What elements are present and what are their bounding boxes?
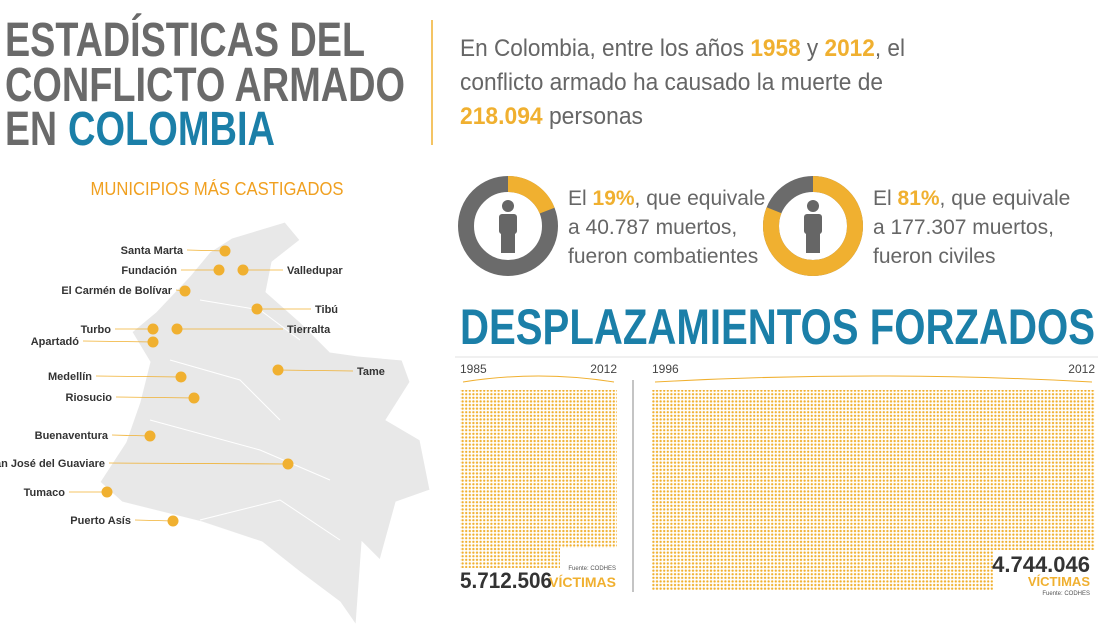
title-line: EN: [5, 103, 57, 156]
intro-highlight: 2012: [825, 35, 875, 62]
year-end: 2012: [1068, 362, 1095, 376]
source: Fuente: CODHES: [1042, 591, 1090, 597]
municipality-dot: [101, 486, 113, 498]
stat-prefix: El: [568, 187, 593, 210]
municipality-label: Medellín: [48, 371, 92, 383]
stat-line: El 19%, que equivale: [568, 187, 765, 210]
leader-line: [115, 396, 195, 399]
intro-highlight: 1958: [750, 35, 800, 62]
donut-segment: [763, 176, 863, 276]
municipality-dot: [179, 285, 191, 297]
stat-line: a 177.307 muertos,: [873, 216, 1054, 239]
municipality-label: Tierralta: [287, 324, 331, 336]
timeline-arc: [654, 375, 1093, 383]
municipality-label: El Carmén de Bolívar: [61, 285, 172, 297]
leader-line: [82, 340, 154, 343]
person-icon: [499, 200, 517, 253]
municipality-dot: [272, 364, 284, 376]
stat-line: fueron civiles: [873, 245, 996, 268]
unit: VÍCTIMAS: [549, 574, 616, 590]
municipality-label: Turbo: [81, 324, 112, 336]
intro-line: En Colombia, entre los años 1958 y 2012,…: [460, 35, 905, 62]
municipality-dot: [144, 430, 156, 442]
municipality-label: Puerto Asís: [70, 515, 131, 527]
icon-body: [804, 214, 822, 234]
unit: VÍCTIMAS: [1028, 574, 1090, 589]
municipality-dot: [147, 323, 159, 335]
intro-text: En Colombia, entre los años: [460, 35, 750, 62]
leader-line: [95, 375, 182, 378]
municipality-dot: [188, 392, 200, 404]
total: 5.712.506: [460, 568, 552, 593]
stat-line: a 40.787 muertos,: [568, 216, 737, 239]
total: 4.744.046: [992, 552, 1090, 577]
municipality-label: San José del Guaviare: [0, 458, 105, 470]
municipality-dot: [219, 245, 231, 257]
municipality-label: Buenaventura: [35, 430, 109, 442]
leader-line: [277, 369, 354, 372]
municipality-dot: [147, 336, 159, 348]
leader-line: [134, 519, 174, 522]
municipality-label: Tibú: [315, 304, 338, 316]
municipality-dot: [251, 303, 263, 315]
label-box: [993, 550, 1099, 596]
intro-line: 218.094 personas: [460, 103, 643, 130]
icon-body: [499, 214, 517, 234]
municipality-label: Riosucio: [66, 392, 113, 404]
municipality-dot: [175, 371, 187, 383]
municipality-dot: [167, 515, 179, 527]
title-highlight: COLOMBIA: [68, 103, 275, 156]
stat-suffix: , que equivale: [940, 187, 1071, 210]
icon-head: [807, 200, 819, 212]
year-end: 2012: [590, 362, 617, 376]
map-shape: [99, 221, 431, 627]
municipalities: Santa Marta Fundación Valledupar El Carmén …: [0, 245, 385, 527]
year-start: 1996: [652, 362, 679, 376]
municipality-dot: [282, 458, 294, 470]
intro-text: conflicto armado ha causado la muerte de: [460, 69, 883, 96]
municipality-dot: [213, 264, 225, 276]
municipality-label: Tame: [357, 366, 385, 378]
label-box: [456, 568, 560, 593]
title-line: ESTADÍSTICAS DEL: [5, 13, 365, 67]
stat-line: El 81%, que equivale: [873, 187, 1070, 210]
leader-line: [111, 434, 151, 437]
person-icon: [804, 200, 822, 253]
timeline-arc: [462, 375, 615, 383]
stat-prefix: El: [873, 187, 898, 210]
municipality-dot: [237, 264, 249, 276]
donut-segment: [458, 176, 558, 276]
leader-line: [186, 249, 226, 252]
municipality-label: Santa Marta: [121, 245, 184, 257]
map-heading: MUNICIPIOS MÁS CASTIGADOS: [91, 179, 344, 199]
intro-highlight: 218.094: [460, 103, 543, 130]
intro-line: conflicto armado ha causado la muerte de: [460, 69, 883, 96]
stat-percent: 81%: [898, 187, 940, 210]
stat-suffix: , que equivale: [635, 187, 766, 210]
municipality-label: Apartadó: [31, 336, 80, 348]
stat-line: fueron combatientes: [568, 245, 758, 268]
source: Fuente: CODHES: [568, 566, 616, 572]
year-start: 1985: [460, 362, 487, 376]
municipality-label: Valledupar: [287, 265, 343, 277]
icon-legs: [501, 233, 515, 253]
stat-percent: 19%: [593, 187, 635, 210]
icon-head: [502, 200, 514, 212]
municipality-label: Fundación: [121, 265, 177, 277]
municipality-label: Tumaco: [24, 487, 66, 499]
label-box: [560, 548, 620, 593]
icon-legs: [806, 233, 820, 253]
leader-line: [108, 462, 289, 465]
intro-text: personas: [543, 103, 643, 130]
section-title: DESPLAZAMIENTOS FORZADOS: [460, 299, 1095, 355]
intro-text: y: [801, 35, 825, 62]
title-line: CONFLICTO ARMADO: [5, 59, 405, 112]
municipality-dot: [171, 323, 183, 335]
intro-text: , el: [875, 35, 905, 62]
